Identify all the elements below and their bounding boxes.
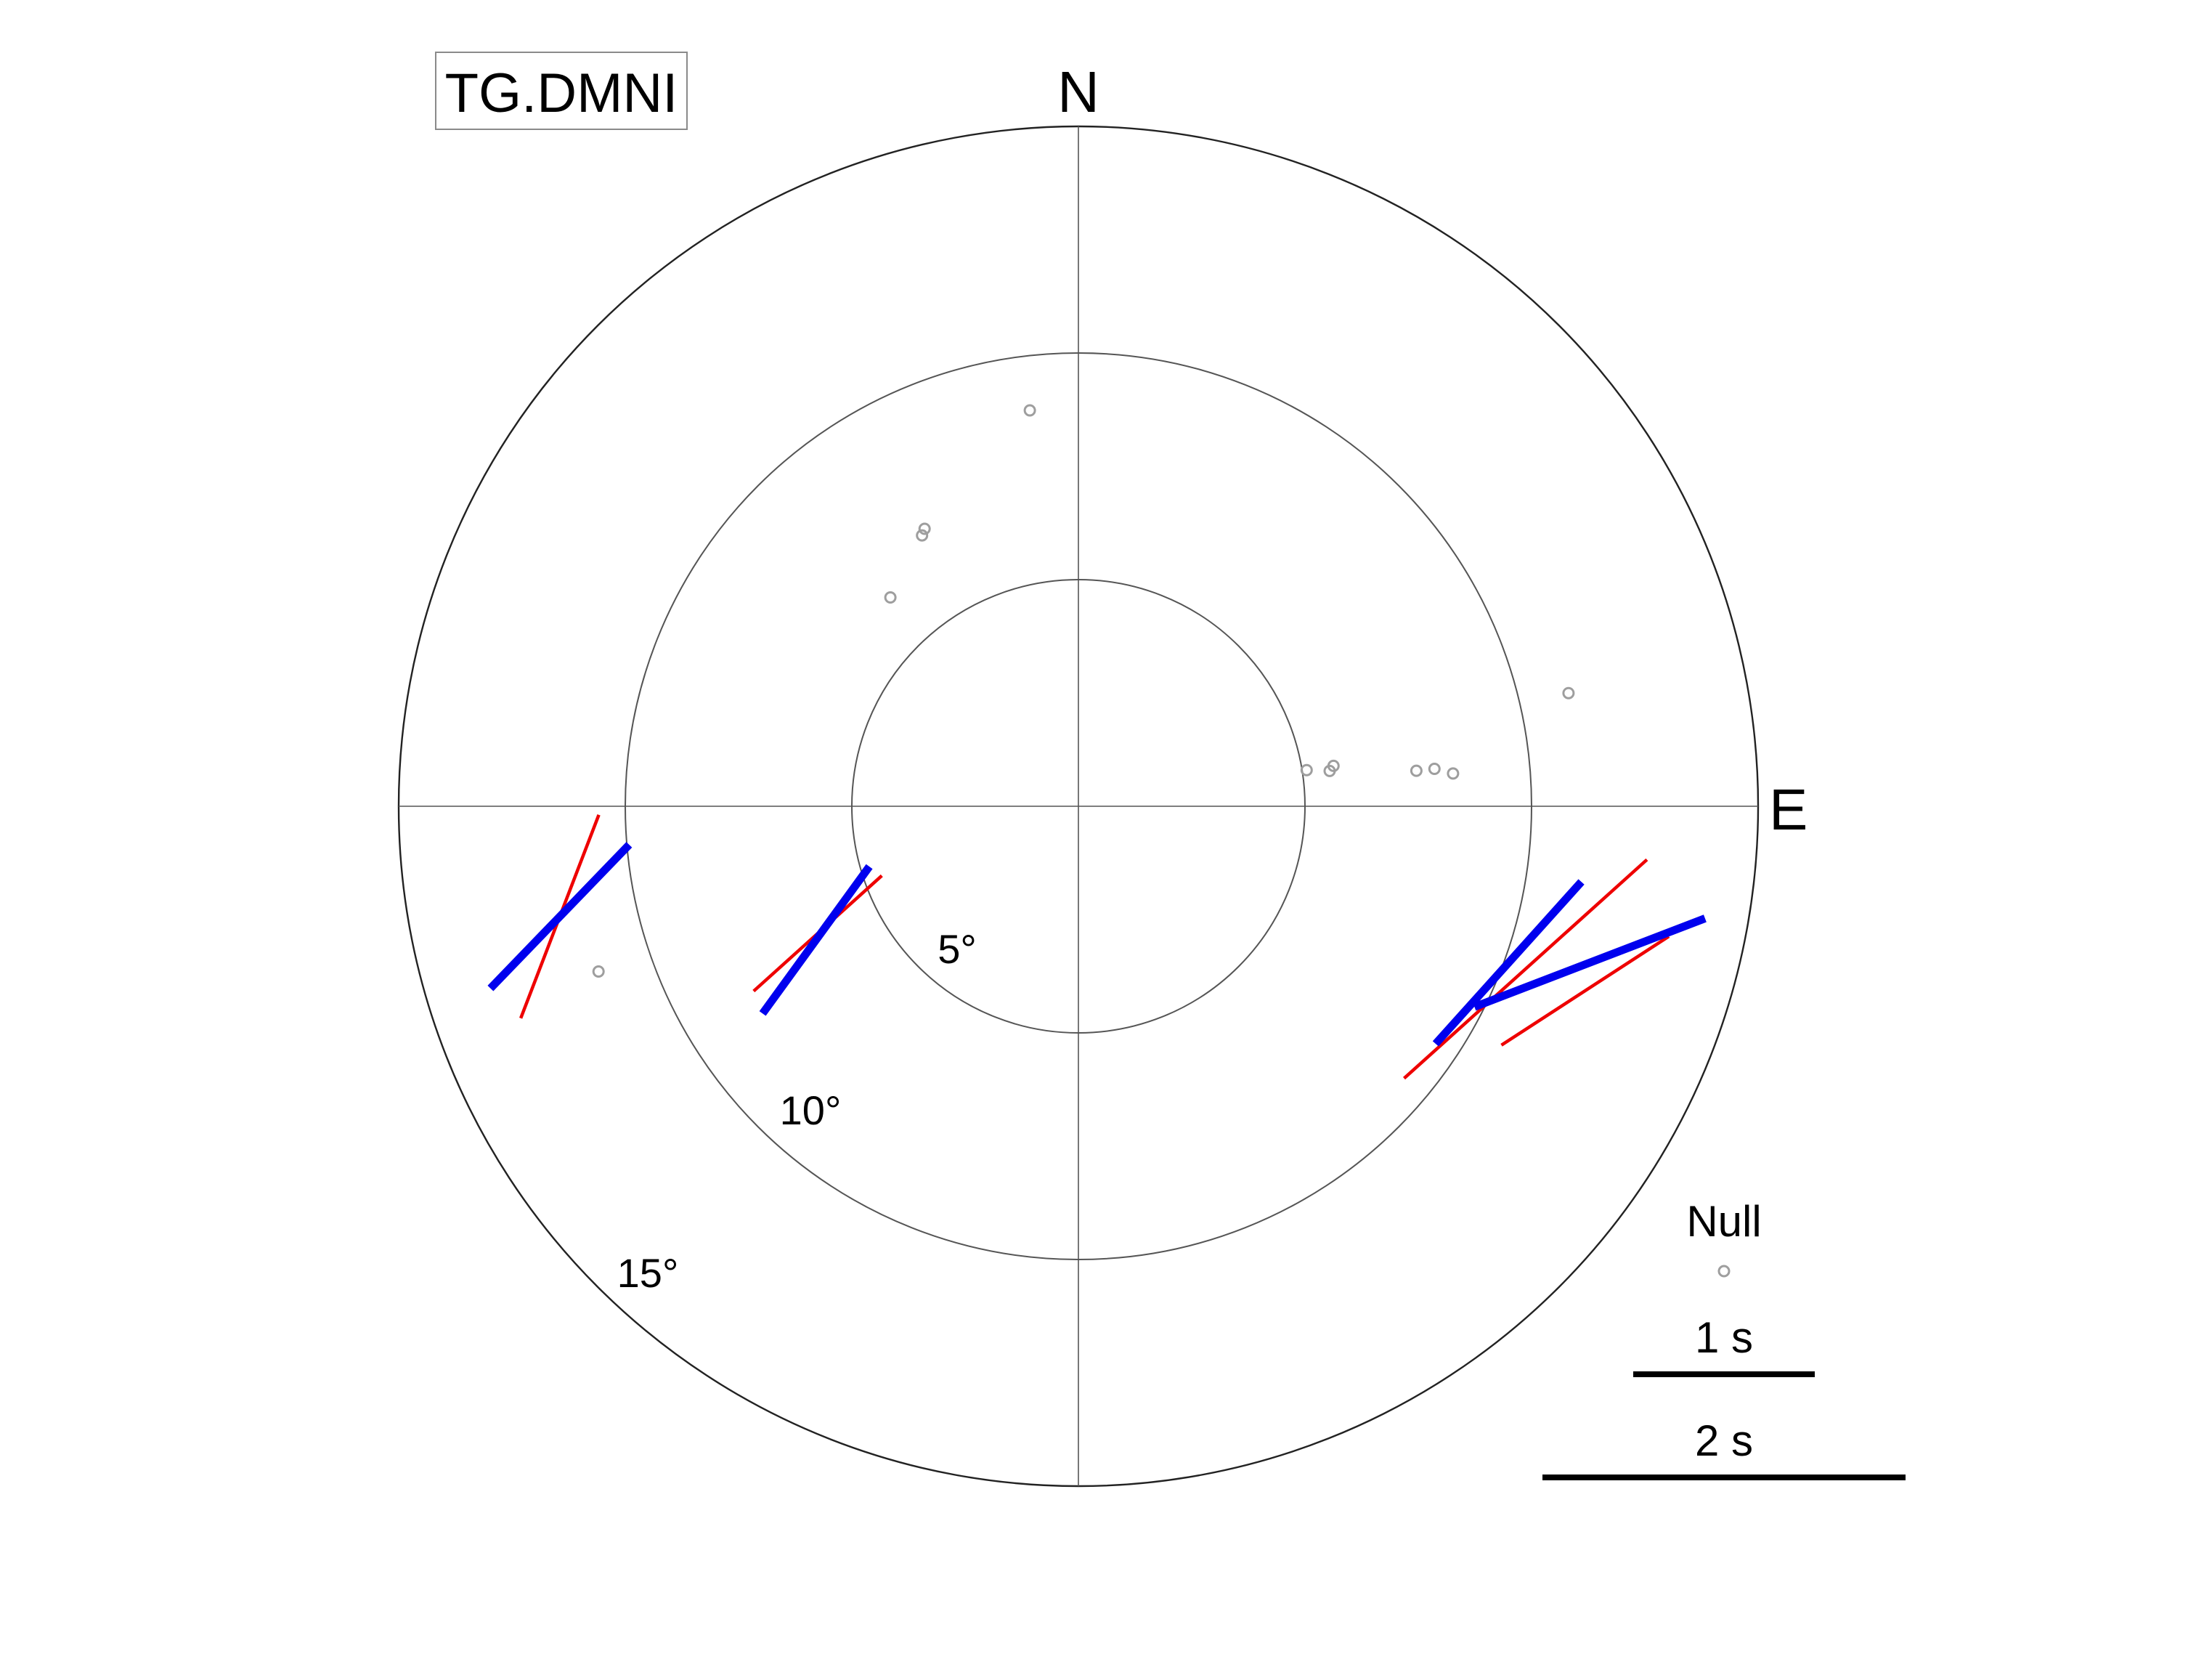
station-label: TG.DMNI <box>435 52 688 130</box>
legend-null-marker <box>1717 1265 1731 1278</box>
blue-splitting-bar <box>1473 914 1707 1011</box>
null-measurement-marker <box>1327 759 1340 772</box>
ring-label-15: 15° <box>617 1250 679 1296</box>
legend-scale-1-label: 1 s <box>1695 1313 1753 1362</box>
null-measurement-marker <box>918 522 931 535</box>
east-label: E <box>1769 777 1808 842</box>
null-measurement-marker <box>1428 763 1441 775</box>
blue-splitting-bar <box>1432 879 1585 1047</box>
ring-label-5: 5° <box>938 926 977 972</box>
red-splitting-bar <box>1500 935 1670 1047</box>
blue-splitting-bar <box>759 864 873 1016</box>
null-measurement-marker <box>592 965 605 978</box>
null-measurement-marker <box>1562 686 1575 699</box>
null-measurement-marker <box>884 591 897 604</box>
polar-grid <box>397 125 1760 1488</box>
legend-scale-2-label: 2 s <box>1695 1416 1753 1465</box>
data-marks <box>487 404 1707 1080</box>
north-label: N <box>1057 60 1099 124</box>
null-measurement-marker <box>1410 764 1423 777</box>
null-measurement-marker <box>1300 763 1313 776</box>
red-splitting-bar <box>1402 858 1648 1080</box>
blue-splitting-bar <box>487 842 633 991</box>
legend: Null 1 s 2 s <box>1542 1197 1906 1480</box>
ring-label-10: 10° <box>780 1087 842 1133</box>
null-measurement-marker <box>1023 404 1036 417</box>
null-measurement-marker <box>1447 767 1460 780</box>
station-label-box <box>435 52 688 130</box>
station-label-text: TG.DMNI <box>445 62 678 124</box>
null-measurement-marker <box>916 529 929 542</box>
legend-null-label: Null <box>1686 1197 1761 1246</box>
